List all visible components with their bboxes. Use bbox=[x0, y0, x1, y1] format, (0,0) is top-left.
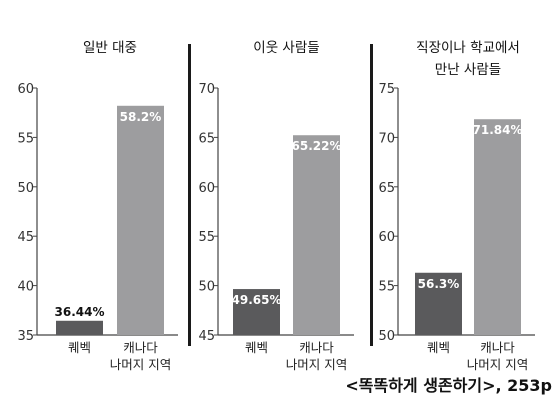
source-note: <똑똑하게 생존하기>, 253p bbox=[345, 376, 552, 395]
panel-2-data-label-1: 49.65% bbox=[232, 293, 282, 307]
panel-1-data-label-1: 36.44% bbox=[55, 305, 105, 319]
panel-2-ytick-label-60: 60 bbox=[198, 181, 215, 196]
panel-3-category-1-line-1: 퀘벡 bbox=[427, 340, 450, 355]
panel-1-ytick-label-50: 50 bbox=[17, 181, 34, 196]
panel-1-title-line-1: 일반 대중 bbox=[83, 40, 137, 56]
panel-divider-2 bbox=[370, 44, 373, 346]
panel-1-ytick-label-45: 45 bbox=[17, 230, 34, 245]
panel-3-ytick-label-50: 50 bbox=[378, 329, 395, 344]
panel-3-category-2-line-2: 나머지 지역 bbox=[467, 357, 528, 372]
panel-3-title-line-2: 만난 사람들 bbox=[435, 62, 501, 78]
panel-2-title-line-1: 이웃 사람들 bbox=[253, 40, 319, 56]
panel-1-ytick-label-60: 60 bbox=[17, 82, 34, 97]
panel-2-ytick-label-65: 65 bbox=[198, 131, 215, 146]
panel-1-category-2-line-1: 캐나다 bbox=[123, 340, 158, 355]
panel-1-category-1-line-1: 퀘벡 bbox=[68, 340, 91, 355]
panel-1-bar-quebec bbox=[56, 320, 103, 335]
panel-1-ytick-label-40: 40 bbox=[17, 280, 34, 295]
panel-3-data-label-2: 71.84% bbox=[473, 123, 523, 137]
panel-3-title-line-1: 직장이나 학교에서 bbox=[416, 40, 520, 56]
panel-3-ytick-label-55: 55 bbox=[378, 280, 395, 295]
panel-1-bar-canada-rest bbox=[117, 105, 164, 335]
panel-3-ytick-label-60: 60 bbox=[378, 230, 395, 245]
panel-1-category-2-line-2: 나머지 지역 bbox=[110, 357, 171, 372]
panel-3-category-2-line-1: 캐나다 bbox=[480, 340, 515, 355]
panel-2-category-2-line-2: 나머지 지역 bbox=[286, 357, 347, 372]
panel-2-ytick-label-50: 50 bbox=[198, 280, 215, 295]
panel-2-data-label-2: 65.22% bbox=[292, 139, 342, 153]
panel-1-data-label-2: 58.2% bbox=[120, 110, 162, 124]
panel-3-ytick-label-65: 65 bbox=[378, 181, 395, 196]
panel-2-ytick-label-55: 55 bbox=[198, 230, 215, 245]
panel-2-category-2-line-1: 캐나다 bbox=[299, 340, 334, 355]
panel-1-ytick-label-55: 55 bbox=[17, 131, 34, 146]
panel-3-bar-quebec bbox=[415, 272, 462, 335]
panel-1-ytick-label-35: 35 bbox=[17, 329, 34, 344]
panel-2-ytick-label-70: 70 bbox=[198, 82, 215, 97]
panel-divider-1 bbox=[188, 44, 191, 346]
panel-3-data-label-1: 56.3% bbox=[418, 277, 460, 291]
panel-3-ytick-label-70: 70 bbox=[378, 131, 395, 146]
panel-2-bar-quebec bbox=[233, 289, 280, 335]
panel-2-category-1-line-1: 퀘벡 bbox=[245, 340, 268, 355]
panel-2-bar-canada-rest bbox=[293, 135, 340, 335]
panel-3-ytick-label-75: 75 bbox=[378, 82, 395, 97]
panel-2-ytick-label-45: 45 bbox=[198, 329, 215, 344]
panel-3-bar-canada-rest bbox=[474, 119, 521, 336]
